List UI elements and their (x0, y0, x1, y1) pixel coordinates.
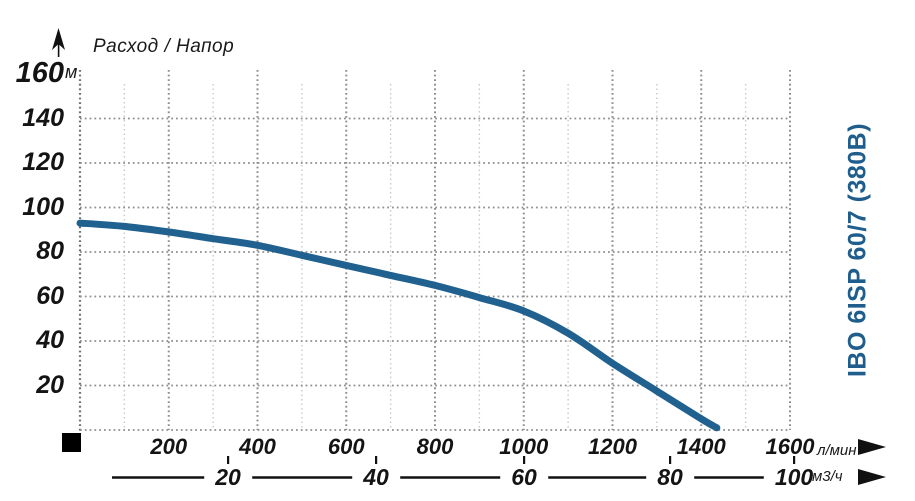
y-tick-value: 100 (22, 192, 64, 221)
y-tick-value: 20 (36, 370, 64, 399)
x-tick-label: 600 (327, 434, 365, 459)
y-axis-unit: м (65, 62, 78, 82)
x2-tick-label: 20 (204, 464, 252, 491)
y-tick-label: 60 (0, 282, 64, 310)
x-tick-label: 1000 (499, 434, 549, 459)
y-tick-label: 160 м (0, 57, 78, 89)
y-tick-label: 20 (0, 371, 64, 399)
x2-tick (375, 456, 378, 465)
pump-curve (76, 219, 721, 432)
x-axis-arrow-icon (858, 439, 886, 455)
y-tick-value: 140 (22, 103, 64, 132)
x-tick-label: 1400 (676, 434, 726, 459)
up-arrow-stem (57, 44, 60, 57)
y-tick-value: 80 (36, 237, 64, 265)
x2-tick-label: 60 (500, 464, 548, 491)
x-tick-label: 800 (416, 434, 454, 459)
x2-tick (523, 456, 526, 465)
x-axis-unit-lmin: л/мин (817, 442, 857, 459)
y-tick-value: 60 (36, 281, 64, 310)
y-tick-value: 120 (22, 148, 64, 176)
x2-tick (669, 456, 672, 465)
y-tick-label: 80 (0, 237, 64, 265)
x-tick-label: 400 (239, 434, 276, 459)
origin-marker (62, 433, 81, 452)
x2-tick-label: 40 (352, 464, 400, 491)
y-tick-label: 120 (0, 148, 64, 176)
x-tick-label: 1200 (588, 434, 637, 459)
y-tick-label: 100 (0, 193, 64, 221)
x-axis-unit-m3h: м3/ч (812, 468, 843, 485)
axis-title: Расход / Напор (93, 36, 235, 57)
x-tick-label: 1600 (765, 434, 815, 459)
x2-tick (227, 456, 230, 465)
y-tick-value: 160 (15, 57, 64, 89)
x2-tick-label: 100 (763, 464, 825, 491)
x2-axis-arrow-icon (858, 469, 886, 485)
y-tick-label: 140 (0, 104, 64, 132)
up-arrow-icon (52, 28, 65, 50)
x2-tick (793, 456, 796, 465)
x2-tick-label: 80 (646, 464, 694, 491)
pump-model-title: IBO 6ISP 60/7 (380В) (843, 122, 872, 378)
y-tick-label: 40 (0, 326, 64, 354)
y-tick-value: 40 (36, 326, 64, 354)
x-tick-label: 200 (150, 434, 188, 459)
